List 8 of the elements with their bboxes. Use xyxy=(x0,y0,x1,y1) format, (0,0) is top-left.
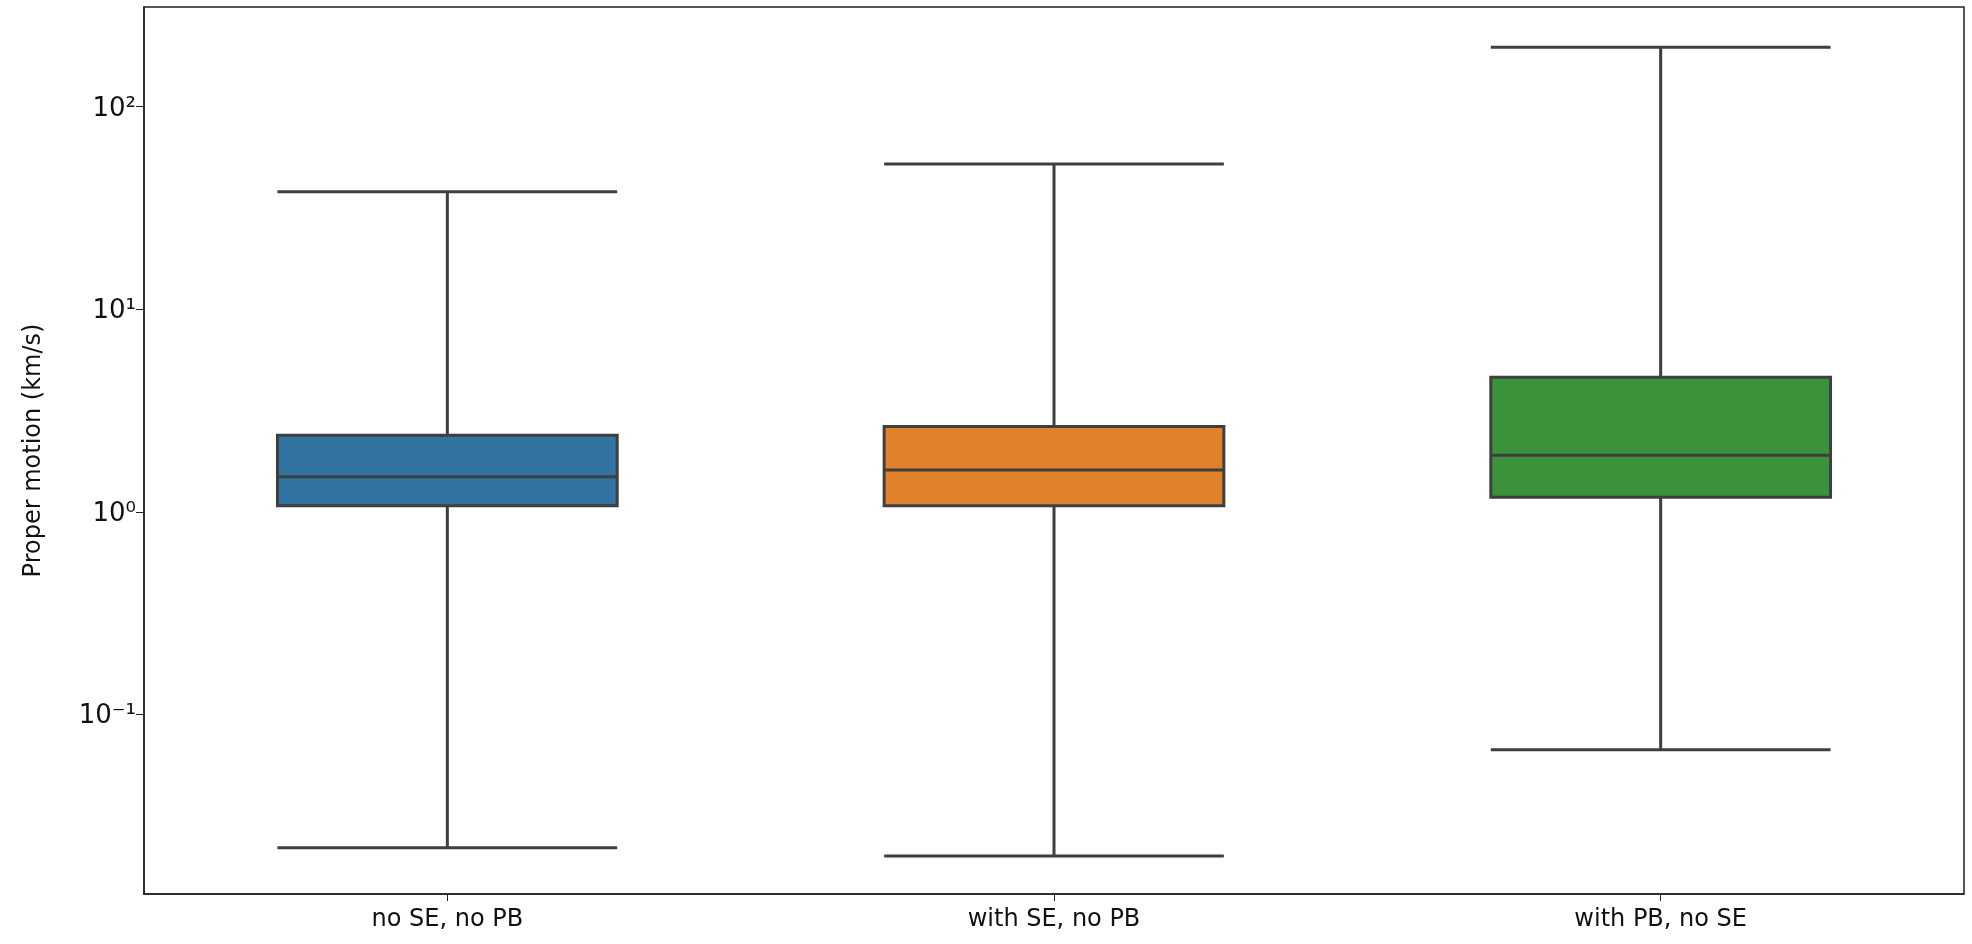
y-tick-label: 10⁻¹ xyxy=(78,699,136,730)
x-tick-label: with SE, no PB xyxy=(967,904,1141,932)
y-tick-label: 10² xyxy=(92,91,136,122)
y-tick-label: 10⁰ xyxy=(92,496,136,527)
y-axis-title: Proper motion (km/s) xyxy=(18,323,46,578)
y-tick-label: 10¹ xyxy=(92,294,136,325)
x-tick-label: no SE, no PB xyxy=(371,904,524,932)
x-tick-label: with PB, no SE xyxy=(1574,904,1747,932)
